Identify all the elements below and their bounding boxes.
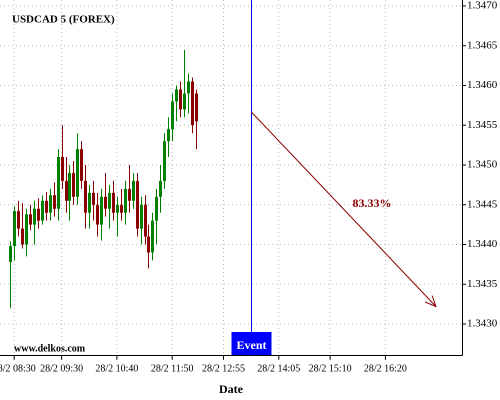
event-box (231, 332, 272, 355)
candle-body (29, 214, 32, 225)
candle-body (195, 93, 198, 122)
candle-body (96, 204, 99, 225)
candle-body (124, 188, 127, 213)
y-tick-label: 1.3465 (467, 39, 498, 51)
candle-body (179, 89, 182, 110)
candle-body (49, 195, 52, 213)
candle-body (68, 172, 71, 201)
y-tick-label: 1.3455 (467, 119, 498, 131)
candle-body (159, 180, 162, 197)
candle-body (76, 149, 79, 197)
candle-body (187, 81, 190, 94)
watermark: www.delkos.com (14, 343, 86, 354)
candle-body (191, 81, 194, 126)
candle-body (9, 246, 12, 262)
y-tick-label: 1.3430 (467, 318, 498, 330)
y-tick-label: 1.3460 (467, 79, 498, 91)
candle-body (100, 196, 103, 225)
candle-body (140, 204, 143, 229)
candle-body (171, 101, 174, 130)
grid (0, 0, 462, 356)
candle-body (128, 188, 131, 201)
candle-body (108, 192, 111, 209)
candle-body (88, 192, 91, 213)
candle-body (84, 180, 87, 213)
candle-body (61, 157, 64, 181)
candle-body (65, 180, 68, 201)
x-axis-label: Date (219, 382, 244, 396)
candle-body (72, 172, 75, 197)
candle-body (53, 195, 56, 209)
x-tick-label: 28/2 14:05 (257, 363, 300, 374)
x-tick-label: 28/2 11:50 (151, 363, 194, 374)
x-tick-label: 28/2 12:55 (202, 363, 245, 374)
x-tick-label: 28/2 09:30 (40, 363, 83, 374)
x-tick-label: 28/2 16:20 (364, 363, 407, 374)
x-tick-label: 28/2 08:30 (0, 363, 36, 374)
candle-body (41, 200, 44, 221)
candle-body (144, 204, 147, 237)
candle-body (17, 211, 20, 229)
candle-body (175, 89, 178, 102)
candle-body (33, 208, 36, 225)
candle-body (104, 196, 107, 209)
candle-body (120, 204, 123, 213)
x-tick-label: 28/2 10:40 (95, 363, 138, 374)
candle-body (112, 192, 115, 213)
candle-body (136, 180, 139, 229)
chart-title: USDCAD 5 (FOREX) (12, 14, 115, 26)
candle-body (25, 214, 28, 245)
candle-body (132, 180, 135, 201)
x-tick-label: 28/2 15:10 (309, 363, 352, 374)
candle-body (45, 200, 48, 213)
candle-body (13, 211, 16, 247)
forecast-arrow (250, 111, 436, 307)
y-tick-label: 1.3435 (467, 278, 498, 290)
candle-body (92, 192, 95, 205)
candle-body (183, 93, 186, 110)
candle-body (151, 220, 154, 253)
candle-body (155, 196, 158, 221)
y-tick-label: 1.3450 (467, 159, 498, 171)
plot (9, 49, 198, 309)
candle-body (80, 149, 83, 181)
candle-body (147, 236, 150, 253)
candle-body (37, 208, 40, 221)
y-tick-label: 1.3445 (467, 198, 498, 210)
candle-body (21, 228, 24, 245)
forecast-label: 83.33% (353, 196, 392, 210)
candle-body (116, 204, 119, 213)
event-label: Event (237, 338, 267, 352)
candle-body (163, 141, 166, 181)
y-tick-label: 1.3440 (467, 238, 498, 250)
y-tick-label: 1.3470 (467, 0, 498, 12)
candle-body (167, 129, 170, 142)
candle-body (57, 157, 60, 209)
